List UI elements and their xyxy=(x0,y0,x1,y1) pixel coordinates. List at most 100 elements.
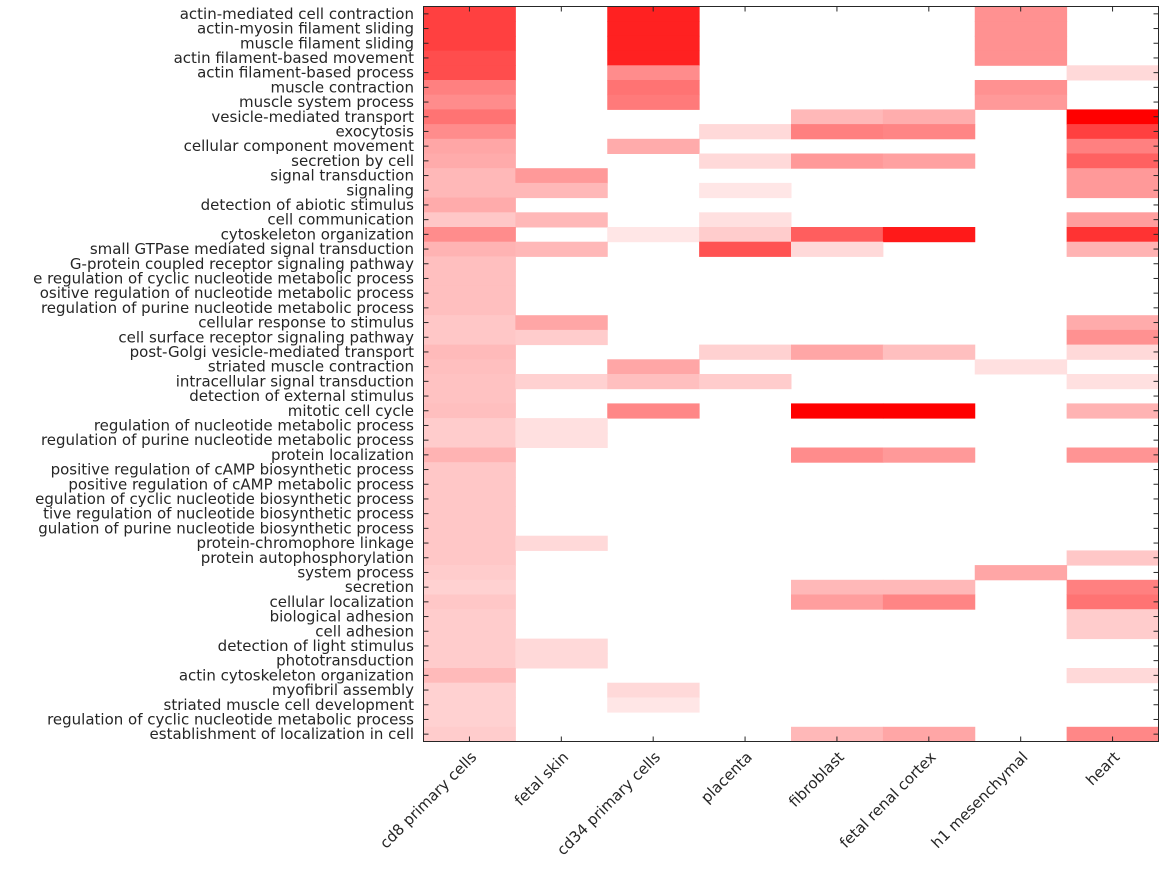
y-tick-label: e regulation of cyclic nucleotide metabo… xyxy=(33,269,414,287)
heatmap-cell xyxy=(423,609,516,625)
heatmap-cell xyxy=(1066,726,1159,742)
heatmap-cell xyxy=(423,623,516,640)
heatmap-cell xyxy=(423,432,516,448)
heatmap-cell xyxy=(791,579,884,595)
heatmap-cell xyxy=(699,227,792,243)
y-tick-label: detection of light stimulus xyxy=(218,637,415,655)
heatmap-cell xyxy=(607,6,700,22)
heatmap-cell xyxy=(1066,403,1159,419)
heatmap-cell xyxy=(882,227,976,243)
y-tick-label: actin-mediated cell contraction xyxy=(180,5,414,23)
heatmap-cell xyxy=(882,109,976,125)
heatmap-cell xyxy=(607,94,700,110)
heatmap-cell xyxy=(699,212,792,228)
heatmap-cell xyxy=(515,653,608,669)
heatmap-cell xyxy=(423,565,516,581)
y-tick-label: vesicle-mediated transport xyxy=(211,108,414,126)
x-tick-label: h1 mesenchymal xyxy=(928,748,1032,852)
heatmap-cell xyxy=(423,182,516,199)
y-tick-label: actin-myosin filament sliding xyxy=(197,20,414,38)
y-tick-label: intracellular signal transduction xyxy=(176,372,414,390)
y-tick-label: cell adhesion xyxy=(315,622,414,640)
heatmap-cell xyxy=(423,682,516,698)
heatmap-cell xyxy=(882,124,976,140)
heatmap-cell xyxy=(423,418,516,434)
y-tick-label: striated muscle contraction xyxy=(208,358,414,376)
heatmap-cell xyxy=(1066,579,1159,595)
y-tick-label: cell surface receptor signaling pathway xyxy=(118,328,414,346)
heatmap-cell xyxy=(791,726,884,742)
heatmap-cell xyxy=(423,138,516,154)
heatmap-cell xyxy=(423,550,516,566)
y-tick-label: tive regulation of nucleotide biosynthet… xyxy=(43,505,414,523)
heatmap-cell xyxy=(423,462,516,478)
heatmap-cell xyxy=(1066,609,1159,625)
x-tick-label: fetal renal cortex xyxy=(836,748,940,852)
heatmap-cell xyxy=(1066,668,1159,684)
heatmap-cell xyxy=(423,697,516,713)
y-tick-label: muscle system process xyxy=(239,93,414,111)
heatmap-cell xyxy=(423,256,516,272)
heatmap-cell xyxy=(974,21,1068,37)
y-tick-label: establishment of localization in cell xyxy=(150,725,414,743)
heatmap-cell xyxy=(423,109,516,125)
x-tick-label: placenta xyxy=(697,748,756,807)
heatmap-cell xyxy=(423,521,516,537)
y-tick-label: protein localization xyxy=(271,446,414,464)
heatmap-cell xyxy=(515,329,608,346)
heatmap-cell xyxy=(515,432,608,448)
heatmap-cell xyxy=(423,668,516,684)
y-axis-labels: actin-mediated cell contractionactin-myo… xyxy=(33,5,414,743)
heatmap-cell xyxy=(974,94,1068,110)
x-tick-label: fibroblast xyxy=(785,748,848,811)
heatmap-cell xyxy=(882,579,976,595)
heatmap-cell xyxy=(515,182,608,199)
y-tick-label: signal transduction xyxy=(270,167,414,185)
heatmap-cells xyxy=(423,6,1159,742)
heatmap-cell xyxy=(423,447,516,463)
heatmap-cell xyxy=(423,359,516,375)
heatmap-cell xyxy=(515,535,608,551)
y-tick-label: post-Golgi vesicle-mediated transport xyxy=(130,343,414,361)
y-tick-label: system process xyxy=(297,563,414,581)
heatmap-cell xyxy=(699,374,792,390)
heatmap-cell xyxy=(607,227,700,243)
heatmap-cell xyxy=(1066,153,1159,169)
heatmap-cell xyxy=(974,6,1068,22)
heatmap-cell xyxy=(423,124,516,140)
heatmap-cell xyxy=(423,94,516,110)
x-tick-label: fetal skin xyxy=(511,748,572,809)
y-tick-label: regulation of purine nucleotide metaboli… xyxy=(41,431,414,449)
y-tick-label: regulation of purine nucleotide metaboli… xyxy=(41,299,414,317)
heatmap-cell xyxy=(791,227,884,243)
heatmap-cell xyxy=(423,50,516,66)
heatmap-cell xyxy=(607,50,700,66)
heatmap-cell xyxy=(791,124,884,140)
heatmap-cell xyxy=(423,80,516,96)
heatmap-cell xyxy=(423,65,516,81)
heatmap-cell xyxy=(1066,168,1159,184)
heatmap-cell xyxy=(699,182,792,199)
y-tick-label: exocytosis xyxy=(335,122,414,140)
heatmap-cell xyxy=(423,726,516,742)
heatmap-cell xyxy=(1066,329,1159,346)
heatmap-cell xyxy=(699,344,792,360)
heatmap-cell xyxy=(1066,65,1159,81)
heatmap-cell xyxy=(607,697,700,713)
heatmap-cell xyxy=(423,197,516,213)
heatmap-cell xyxy=(1066,623,1159,640)
heatmap-cell xyxy=(607,403,700,419)
heatmap-cell xyxy=(607,65,700,81)
y-tick-label: positive regulation of cAMP metabolic pr… xyxy=(68,475,414,493)
heatmap-cell xyxy=(882,403,976,419)
heatmap-cell xyxy=(607,359,700,375)
y-tick-label: ositive regulation of nucleotide metabol… xyxy=(40,284,414,302)
y-tick-label: egulation of cyclic nucleotide biosynthe… xyxy=(35,490,414,508)
heatmap-cell xyxy=(515,418,608,434)
heatmap-cell xyxy=(1066,212,1159,228)
heatmap-cell xyxy=(423,506,516,522)
heatmap-cell xyxy=(423,476,516,493)
heatmap-cell xyxy=(423,6,516,22)
heatmap-cell xyxy=(1066,241,1159,257)
y-tick-label: regulation of nucleotide metabolic proce… xyxy=(94,416,414,434)
